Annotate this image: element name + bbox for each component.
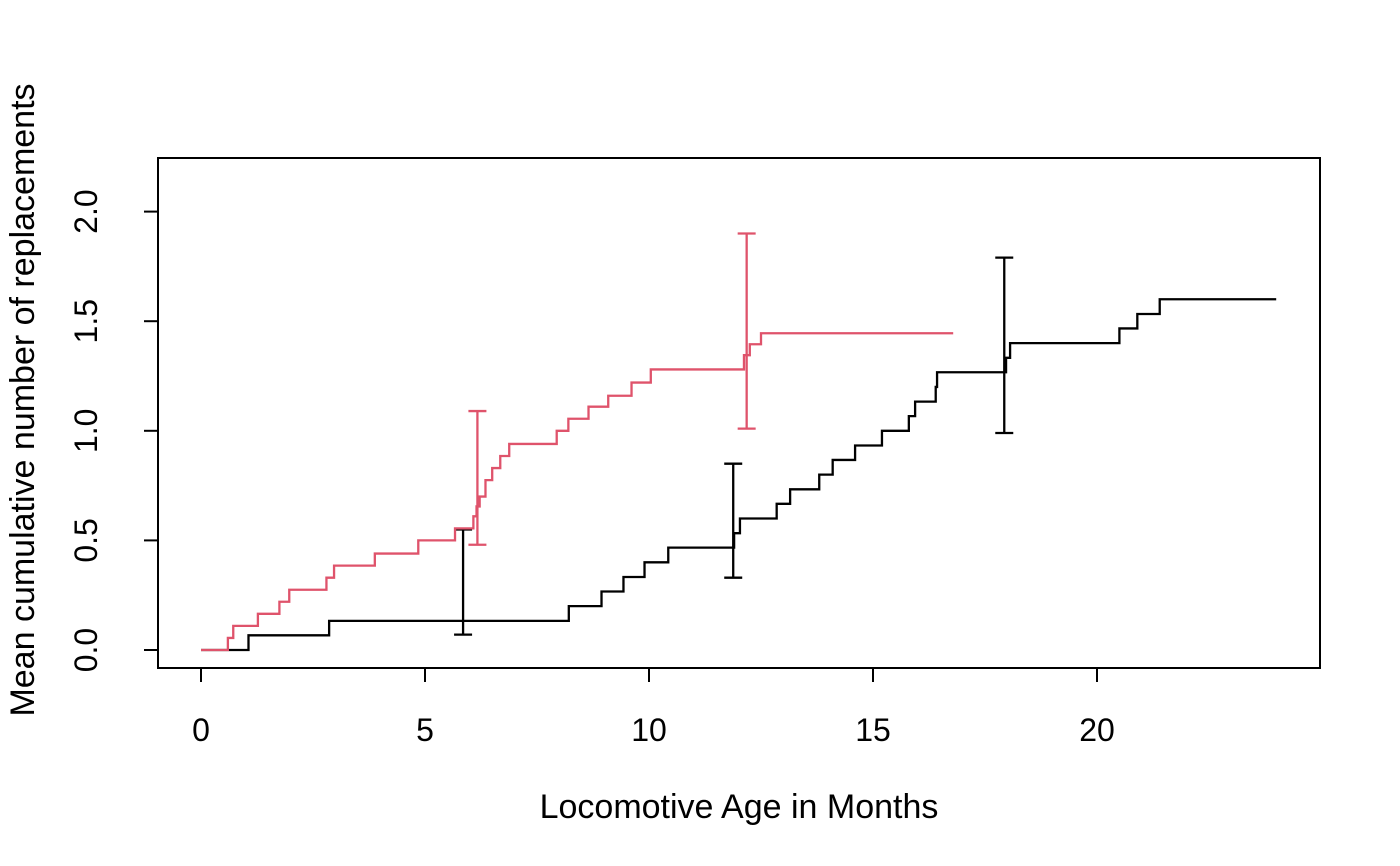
x-tick-label: 20 xyxy=(1079,712,1115,748)
y-tick-label: 1.5 xyxy=(68,299,104,343)
step-curve-black xyxy=(201,298,1277,652)
y-tick-label: 1.0 xyxy=(68,409,104,453)
x-tick-label: 15 xyxy=(855,712,891,748)
x-tick-label: 0 xyxy=(192,712,210,748)
plot-area: 0 5 10 15 20 0.0 0.5 1.0 1.5 2.0 xyxy=(68,157,1321,748)
step-curve-red xyxy=(201,332,954,652)
y-axis-label: Mean cumulative number of replacements xyxy=(4,83,42,716)
y-tick-label: 2.0 xyxy=(68,189,104,233)
y-tick-label: 0.5 xyxy=(68,518,104,562)
x-axis-label: Locomotive Age in Months xyxy=(540,788,939,826)
x-tick-label: 5 xyxy=(416,712,434,748)
x-tick-label: 10 xyxy=(631,712,667,748)
y-tick-label: 0.0 xyxy=(68,628,104,672)
plot-border xyxy=(157,157,1321,669)
